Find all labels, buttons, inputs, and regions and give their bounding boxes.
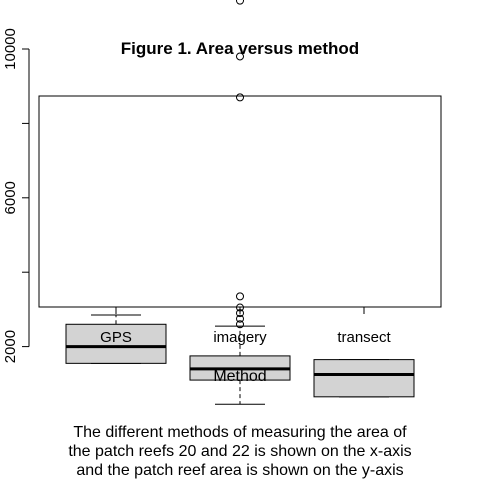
x-tick-label-gps: GPS — [100, 329, 132, 346]
outlier-point — [236, 0, 244, 5]
y-tick-label: 10000 — [2, 28, 19, 70]
plot-frame — [38, 95, 442, 308]
caption-line-1: The different methods of measuring the a… — [73, 424, 407, 441]
outlier-point — [236, 320, 244, 329]
x-axis-label: Method — [213, 368, 266, 385]
outlier-point — [236, 292, 244, 301]
box-imagery — [189, 0, 291, 405]
outlier-point — [236, 314, 244, 323]
caption-line-3: and the patch reef area is shown on the … — [76, 462, 404, 479]
boxes-group — [65, 0, 415, 405]
outlier-point — [236, 93, 244, 102]
outlier-point — [236, 52, 244, 61]
figure-caption: The different methods of measuring the a… — [0, 423, 480, 480]
box-body — [65, 323, 167, 364]
x-tick-label-transect: transect — [337, 329, 391, 346]
x-axis: GPS imagery transect — [100, 307, 392, 346]
y-axis: 2000 6000 10000 — [2, 28, 30, 363]
boxplot-figure: Figure 1. Area versus method 2000 6000 100… — [2, 0, 442, 405]
y-tick-label: 6000 — [2, 181, 19, 214]
box-transect — [313, 359, 415, 398]
caption-line-2: the patch reefs 20 and 22 is shown on th… — [68, 443, 412, 460]
chart-title: Figure 1. Area versus method — [121, 39, 359, 58]
x-tick-label-imagery: imagery — [213, 329, 267, 346]
box-body — [313, 359, 415, 398]
box-gps — [65, 314, 167, 364]
y-tick-label: 2000 — [2, 330, 19, 363]
